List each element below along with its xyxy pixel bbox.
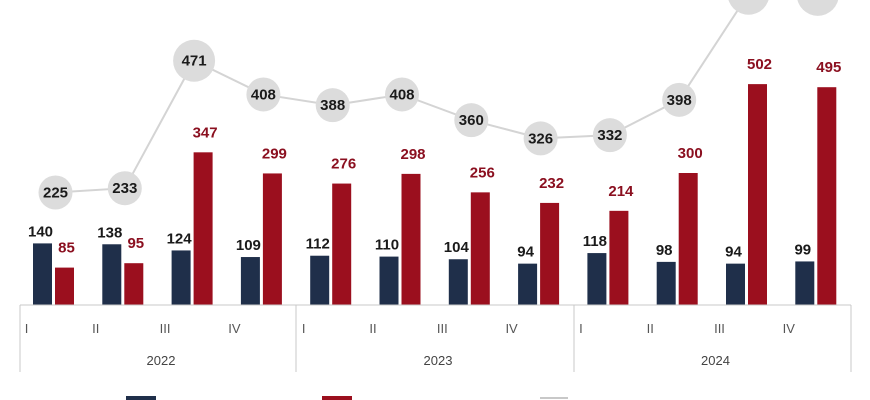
group-label: 2022 xyxy=(147,353,176,368)
data-label-series-1: 99 xyxy=(794,241,811,258)
bar-series-1 xyxy=(518,263,538,305)
series-line xyxy=(55,0,746,194)
data-label-series-2: 299 xyxy=(262,145,287,162)
bar-series-2 xyxy=(262,173,282,305)
line-point xyxy=(728,0,769,15)
data-label-line: 388 xyxy=(320,97,345,114)
data-label-series-2: 298 xyxy=(400,146,425,163)
data-label-series-2: 347 xyxy=(193,124,218,141)
bar-series-2 xyxy=(540,202,560,305)
data-label-line: 408 xyxy=(389,86,414,103)
data-label-series-1: 104 xyxy=(444,239,470,256)
bar-series-2 xyxy=(124,263,144,305)
data-label-series-2: 256 xyxy=(470,164,495,181)
bar-series-1 xyxy=(33,243,52,305)
bar-series-2 xyxy=(748,84,767,306)
data-label-series-2: 300 xyxy=(678,145,703,162)
line-point xyxy=(523,121,558,156)
data-label-line: 326 xyxy=(528,130,553,147)
data-label-series-1: 118 xyxy=(583,233,607,250)
data-label-series-1: 109 xyxy=(236,237,261,254)
data-label-series-2: 85 xyxy=(58,240,75,257)
data-label-series-2: 495 xyxy=(816,59,841,76)
bar-series-1 xyxy=(240,257,260,305)
legend-swatch-series-1 xyxy=(126,396,156,400)
bar-series-1 xyxy=(171,250,191,305)
bar-series-1 xyxy=(587,253,607,305)
x-tick-label: IV xyxy=(505,321,518,336)
bar-series-1 xyxy=(795,261,815,305)
bar-series-2 xyxy=(332,183,352,305)
data-label-line: 594 xyxy=(805,0,831,4)
bar-series-1 xyxy=(102,244,122,305)
bar-series-1 xyxy=(310,255,330,305)
line-point xyxy=(797,0,839,16)
data-label-line: 233 xyxy=(112,180,137,197)
line-point xyxy=(592,118,627,153)
data-label-series-2: 214 xyxy=(608,183,634,200)
x-tick-label: II xyxy=(92,321,99,336)
data-label-line: 332 xyxy=(597,127,622,144)
data-label-line: 398 xyxy=(667,92,692,109)
data-label-series-1: 110 xyxy=(375,237,399,254)
group-label: 2024 xyxy=(701,353,730,368)
x-tick-label: III xyxy=(714,321,725,336)
data-label-line: 596 xyxy=(736,0,761,3)
x-tick-label: III xyxy=(160,321,171,336)
line-point xyxy=(38,175,73,210)
bar-series-1 xyxy=(656,261,676,305)
x-tick-label: IV xyxy=(228,321,241,336)
line-point xyxy=(246,77,281,112)
x-tick-label: IV xyxy=(783,321,796,336)
x-tick-label: I xyxy=(25,321,29,336)
bar-series-2 xyxy=(817,87,837,305)
data-label-series-2: 95 xyxy=(127,235,144,252)
data-label-line: 408 xyxy=(251,86,276,103)
line-point xyxy=(107,171,142,206)
legend-swatch-series-2 xyxy=(322,396,352,400)
data-label-series-1: 94 xyxy=(517,244,534,261)
x-tick-label: II xyxy=(369,321,376,336)
bar-series-2 xyxy=(193,152,213,305)
bar-series-2 xyxy=(470,192,490,305)
line-point xyxy=(173,39,216,82)
bar-series-2 xyxy=(678,173,698,305)
x-tick-label: I xyxy=(579,321,583,336)
data-label-series-1: 98 xyxy=(656,242,673,259)
bar-series-1 xyxy=(726,263,745,305)
bar-series-1 xyxy=(379,256,399,305)
data-label-line: 360 xyxy=(459,112,484,129)
bar-series-1 xyxy=(448,259,468,305)
data-label-series-2: 502 xyxy=(747,56,772,73)
data-label-series-1: 124 xyxy=(167,230,193,247)
data-label-series-1: 138 xyxy=(97,224,122,241)
line-point xyxy=(315,88,350,123)
bar-series-2 xyxy=(401,173,421,305)
data-label-series-2: 232 xyxy=(539,175,564,192)
data-label-series-1: 94 xyxy=(725,244,742,261)
bar-series-2 xyxy=(609,210,629,305)
data-label-series-2: 276 xyxy=(331,156,356,173)
bar-series-2 xyxy=(55,267,74,305)
line-point xyxy=(454,103,489,138)
data-label-line: 471 xyxy=(182,53,207,70)
x-tick-label: I xyxy=(302,321,306,336)
group-label: 2023 xyxy=(424,353,453,368)
data-label-series-1: 112 xyxy=(306,236,330,253)
x-tick-label: III xyxy=(437,321,448,336)
data-label-line: 225 xyxy=(43,185,68,202)
x-tick-label: II xyxy=(647,321,654,336)
line-point xyxy=(662,82,697,117)
line-point xyxy=(385,77,419,112)
data-label-series-1: 140 xyxy=(28,223,53,240)
